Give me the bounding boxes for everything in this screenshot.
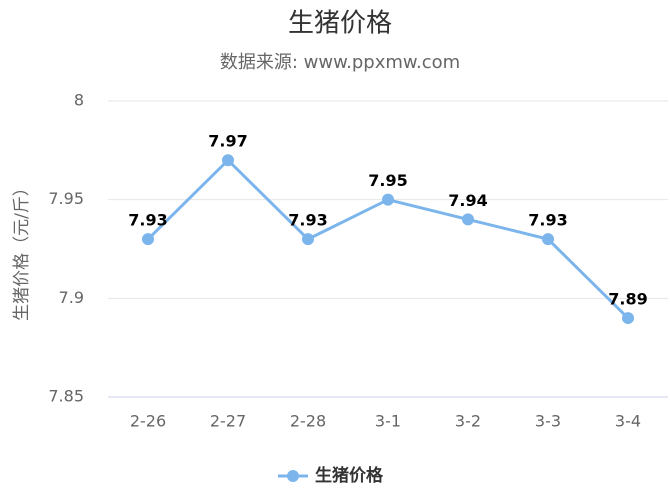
data-label: 7.93 <box>128 211 167 230</box>
data-label: 7.95 <box>368 171 407 190</box>
data-point <box>462 213 474 226</box>
data-label: 7.89 <box>608 290 647 309</box>
y-tick-label: 7.95 <box>48 189 84 208</box>
x-tick-label: 2-28 <box>290 412 326 431</box>
data-point <box>142 233 154 246</box>
x-tick-label: 3-4 <box>615 412 641 431</box>
data-label: 7.93 <box>528 211 567 230</box>
data-point <box>302 233 314 246</box>
x-tick-label: 2-26 <box>130 412 166 431</box>
y-axis-label: 生猪价格（元/斤） <box>12 179 32 321</box>
data-label: 7.94 <box>448 191 487 210</box>
chart-subtitle: 数据来源: www.ppxmw.com <box>220 52 460 73</box>
legend-label: 生猪价格 <box>315 465 384 486</box>
data-label: 7.97 <box>208 132 247 151</box>
y-tick-label: 8 <box>74 91 84 110</box>
data-point <box>382 193 394 206</box>
legend-marker <box>287 470 299 482</box>
data-point <box>222 154 234 167</box>
x-tick-label: 3-3 <box>535 412 561 431</box>
chart-title: 生猪价格 <box>288 9 392 39</box>
y-tick-label: 7.9 <box>59 288 84 307</box>
data-label: 7.93 <box>288 211 327 230</box>
y-tick-label: 7.85 <box>48 387 84 406</box>
data-point <box>542 233 554 246</box>
x-tick-label: 3-2 <box>455 412 481 431</box>
x-tick-label: 3-1 <box>375 412 401 431</box>
data-point <box>622 312 634 325</box>
x-tick-label: 2-27 <box>210 412 246 431</box>
